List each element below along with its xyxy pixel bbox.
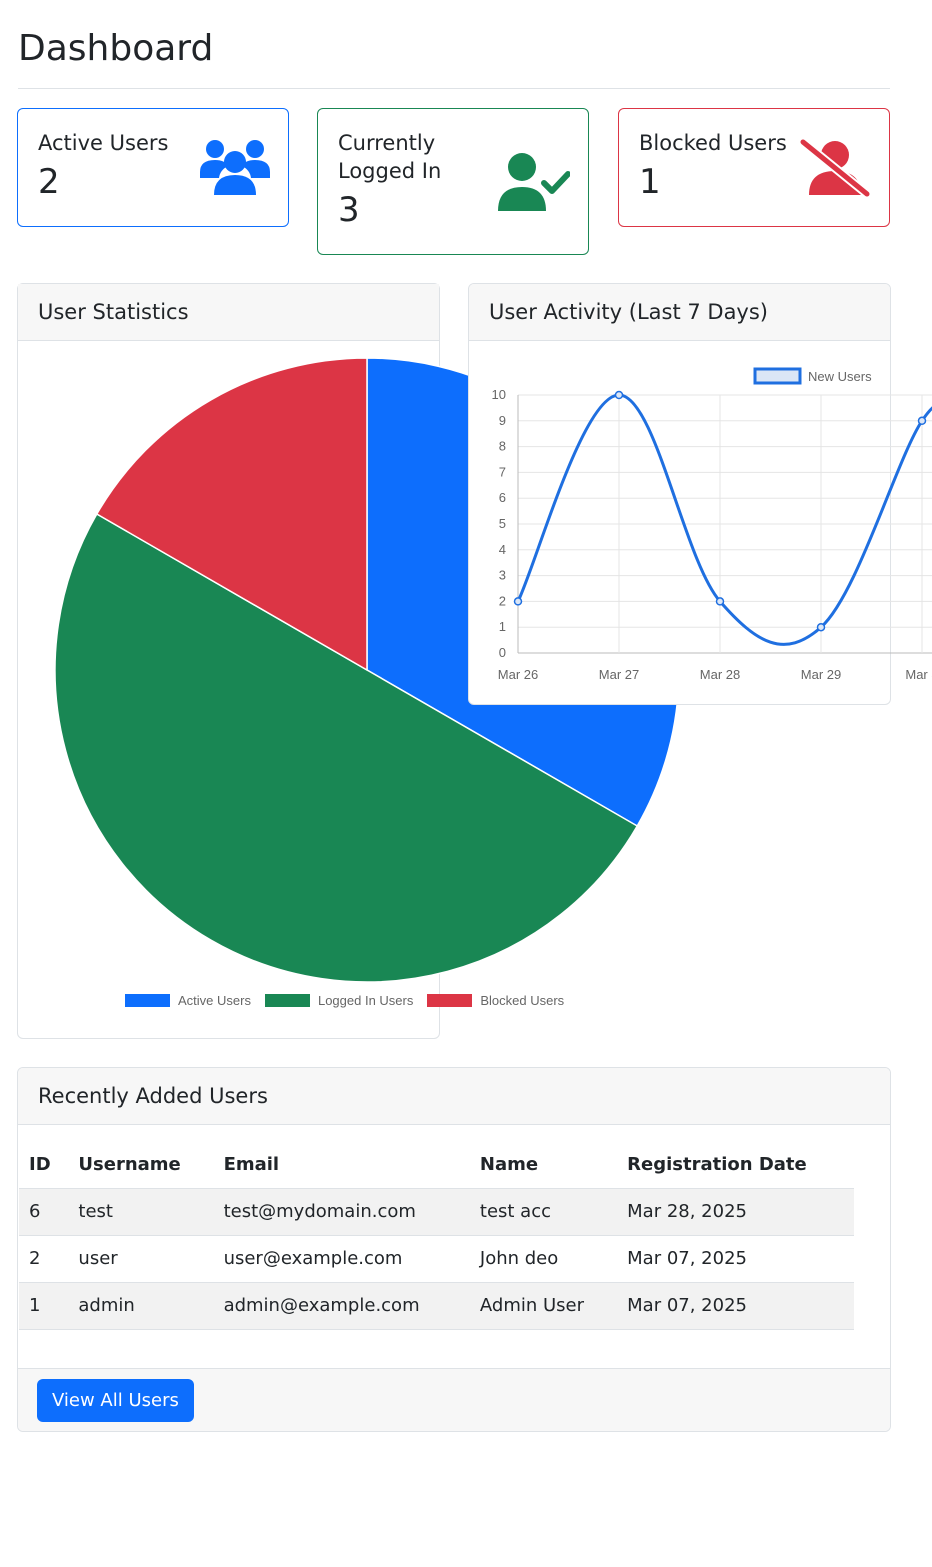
- data-point[interactable]: [614, 390, 624, 400]
- cell-id: 6: [19, 1188, 69, 1236]
- recent-users-footer: View All Users: [18, 1368, 890, 1431]
- cell-email: user@example.com: [213, 1235, 470, 1283]
- recent-users-table: ID Username Email Name Registration Date…: [19, 1142, 854, 1330]
- table-row: 2 user user@example.com John deo Mar 07,…: [19, 1235, 854, 1283]
- cell-username: test: [68, 1188, 214, 1236]
- cell-username: admin: [68, 1282, 214, 1330]
- user-check-icon: [498, 153, 571, 217]
- cell-email: test@mydomain.com: [213, 1188, 470, 1236]
- legend-label-logged: Logged In Users: [317, 993, 414, 1008]
- column-header-username: Username: [68, 1142, 214, 1189]
- active-users-card: Active Users 2: [17, 108, 289, 227]
- y-tick-label: 9: [499, 413, 506, 428]
- y-tick-label: 3: [499, 568, 506, 583]
- column-header-id: ID: [19, 1142, 69, 1189]
- logged-in-label: Currently Logged In: [338, 131, 442, 183]
- users-icon: [200, 139, 270, 201]
- data-point[interactable]: [816, 622, 826, 632]
- cell-email: admin@example.com: [213, 1282, 470, 1330]
- column-header-name: Name: [469, 1142, 618, 1189]
- recent-users-header: Recently Added Users: [18, 1068, 890, 1125]
- user-slash-icon: [798, 137, 872, 201]
- pie-legend-item[interactable]: Logged In Users: [264, 993, 414, 1008]
- table-row: 1 admin admin@example.com Admin User Mar…: [19, 1282, 854, 1330]
- y-tick-label: 0: [499, 645, 506, 660]
- line-legend[interactable]: New Users: [753, 367, 872, 385]
- x-tick-label: Mar 27: [599, 667, 639, 682]
- cell-name: Admin User: [469, 1282, 618, 1330]
- active-users-label: Active Users: [38, 131, 169, 155]
- cell-registration-date: Mar 28, 2025: [617, 1188, 854, 1236]
- legend-label-new-users: New Users: [808, 369, 872, 384]
- y-tick-label: 2: [499, 593, 506, 608]
- logged-in-card: Currently Logged In 3: [317, 108, 589, 255]
- x-tick-label: Mar 26: [498, 667, 538, 682]
- x-tick-label: Mar 29: [801, 667, 841, 682]
- series-line-new-users: [516, 393, 932, 646]
- y-tick-label: 4: [499, 542, 506, 557]
- data-point[interactable]: [917, 416, 927, 426]
- page-title: Dashboard: [18, 28, 214, 69]
- data-point[interactable]: [513, 597, 523, 606]
- legend-swatch-blocked: [427, 994, 473, 1007]
- pie-slice-blocked-users[interactable]: [95, 357, 368, 672]
- cell-name: John deo: [469, 1235, 618, 1283]
- title-divider: [18, 88, 890, 89]
- y-tick-label: 6: [499, 490, 506, 505]
- legend-label-active: Active Users: [178, 993, 251, 1008]
- cell-id: 2: [19, 1235, 69, 1283]
- blocked-users-label: Blocked Users: [639, 131, 787, 155]
- legend-swatch-active: [125, 994, 170, 1007]
- view-all-users-button[interactable]: View All Users: [37, 1379, 194, 1422]
- pie-legend-item[interactable]: Active Users: [125, 993, 251, 1008]
- y-tick-label: 5: [499, 516, 506, 531]
- cell-registration-date: Mar 07, 2025: [617, 1235, 854, 1283]
- blocked-users-card: Blocked Users 1: [618, 108, 890, 227]
- data-point[interactable]: [715, 597, 725, 606]
- x-tick-label: Mar 3: [905, 667, 932, 682]
- cell-id: 1: [19, 1282, 69, 1330]
- pie-legend-item[interactable]: Blocked Users: [427, 993, 564, 1008]
- cell-username: user: [68, 1235, 214, 1283]
- legend-label-blocked: Blocked Users: [480, 993, 565, 1008]
- table-row: 6 test test@mydomain.com test acc Mar 28…: [19, 1188, 854, 1236]
- logged-in-value: 3: [338, 190, 360, 230]
- legend-swatch-logged: [264, 994, 310, 1007]
- column-header-registration-date: Registration Date: [617, 1142, 854, 1189]
- pie-slice-logged-in-users[interactable]: [54, 512, 639, 983]
- user-statistics-header: User Statistics: [18, 284, 439, 341]
- user-activity-header: User Activity (Last 7 Days): [469, 284, 890, 341]
- cell-name: test acc: [469, 1188, 618, 1236]
- x-tick-label: Mar 28: [700, 667, 740, 682]
- pie-legend: Active Users Logged In Users Blocked Use…: [125, 993, 564, 1008]
- y-tick-label: 8: [499, 439, 506, 454]
- cell-registration-date: Mar 07, 2025: [617, 1282, 854, 1330]
- y-tick-label: 1: [499, 619, 506, 634]
- legend-swatch-new-users: [753, 367, 802, 385]
- active-users-value: 2: [38, 162, 60, 202]
- y-tick-label: 7: [499, 464, 506, 479]
- column-header-email: Email: [213, 1142, 470, 1189]
- y-tick-label: 10: [492, 387, 506, 402]
- blocked-users-value: 1: [639, 162, 661, 202]
- table-header-row: ID Username Email Name Registration Date: [19, 1142, 854, 1189]
